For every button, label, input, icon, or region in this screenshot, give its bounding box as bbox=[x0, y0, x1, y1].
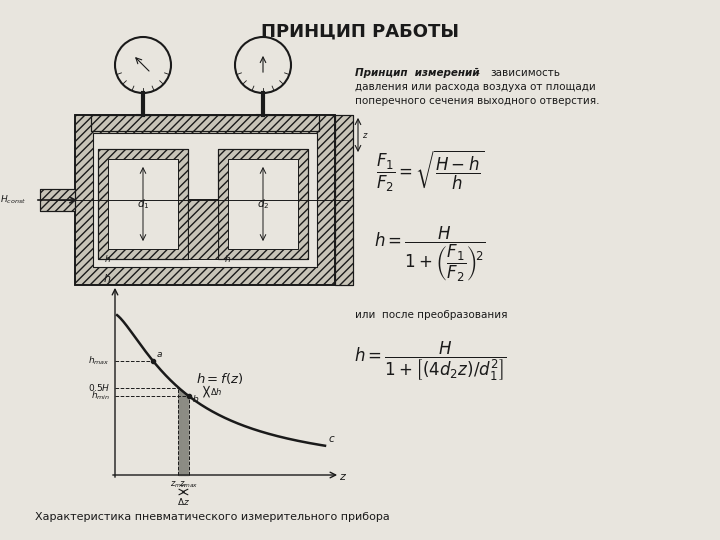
Text: $z$: $z$ bbox=[362, 131, 369, 139]
Bar bbox=[188, 199, 218, 259]
Circle shape bbox=[235, 37, 291, 93]
Text: -: - bbox=[473, 68, 487, 78]
Text: $H_{const}$: $H_{const}$ bbox=[0, 194, 26, 206]
Bar bbox=[335, 115, 353, 285]
Text: $a$: $a$ bbox=[156, 349, 163, 359]
Text: $z$: $z$ bbox=[339, 472, 347, 482]
Text: $\Delta z$: $\Delta z$ bbox=[177, 496, 190, 507]
Bar bbox=[40, 189, 75, 211]
Text: зависимость: зависимость bbox=[490, 68, 560, 78]
Bar bbox=[93, 133, 317, 267]
Text: поперечного сечения выходного отверстия.: поперечного сечения выходного отверстия. bbox=[355, 96, 600, 106]
Text: $h$: $h$ bbox=[225, 253, 232, 264]
Bar bbox=[98, 149, 188, 259]
Text: $h$: $h$ bbox=[103, 272, 111, 284]
Bar bbox=[218, 149, 308, 259]
Text: $z_{min}$: $z_{min}$ bbox=[170, 480, 187, 490]
Text: Характеристика пневматического измерительного прибора: Характеристика пневматического измерител… bbox=[35, 512, 390, 522]
Bar bbox=[75, 115, 335, 285]
Bar bbox=[218, 149, 308, 259]
Text: ПРИНЦИП РАБОТЫ: ПРИНЦИП РАБОТЫ bbox=[261, 23, 459, 41]
Bar bbox=[108, 159, 178, 249]
Bar bbox=[188, 199, 218, 259]
Text: $d_1$: $d_1$ bbox=[137, 197, 149, 211]
Text: $c$: $c$ bbox=[328, 434, 336, 444]
Text: $h = f(z)$: $h = f(z)$ bbox=[197, 372, 244, 386]
Bar bbox=[335, 115, 353, 285]
Text: $h_{max}$: $h_{max}$ bbox=[89, 354, 110, 367]
Bar bbox=[228, 159, 298, 249]
Text: $h = \dfrac{H}{1 + \left[(4d_2 z)/ d_1^2\right]}$: $h = \dfrac{H}{1 + \left[(4d_2 z)/ d_1^2… bbox=[354, 340, 506, 383]
Text: давления или расхода воздуха от площади: давления или расхода воздуха от площади bbox=[355, 82, 595, 92]
Text: или  после преобразования: или после преобразования bbox=[355, 310, 508, 320]
Bar bbox=[91, 115, 319, 131]
Text: $z_{max}$: $z_{max}$ bbox=[179, 480, 198, 490]
Text: $b$: $b$ bbox=[192, 393, 199, 404]
Text: $h$: $h$ bbox=[104, 253, 112, 264]
Text: Принцип  измерений: Принцип измерений bbox=[355, 68, 480, 78]
Text: $h = \dfrac{H}{1 + \left(\dfrac{F_1}{F_2}\right)^{\!2}}$: $h = \dfrac{H}{1 + \left(\dfrac{F_1}{F_2… bbox=[374, 225, 485, 285]
Circle shape bbox=[115, 37, 171, 93]
Bar bbox=[40, 189, 75, 211]
Text: $\dfrac{F_1}{F_2} = \sqrt{\dfrac{H-h}{h}}$: $\dfrac{F_1}{F_2} = \sqrt{\dfrac{H-h}{h}… bbox=[376, 148, 485, 193]
Bar bbox=[98, 149, 188, 259]
Text: $h_{min}$: $h_{min}$ bbox=[91, 390, 110, 402]
Bar bbox=[91, 115, 319, 131]
Text: $0.5H$: $0.5H$ bbox=[88, 382, 110, 393]
Bar bbox=[75, 115, 335, 285]
Text: $\Delta h$: $\Delta h$ bbox=[210, 386, 222, 397]
Text: $d_2$: $d_2$ bbox=[257, 197, 269, 211]
